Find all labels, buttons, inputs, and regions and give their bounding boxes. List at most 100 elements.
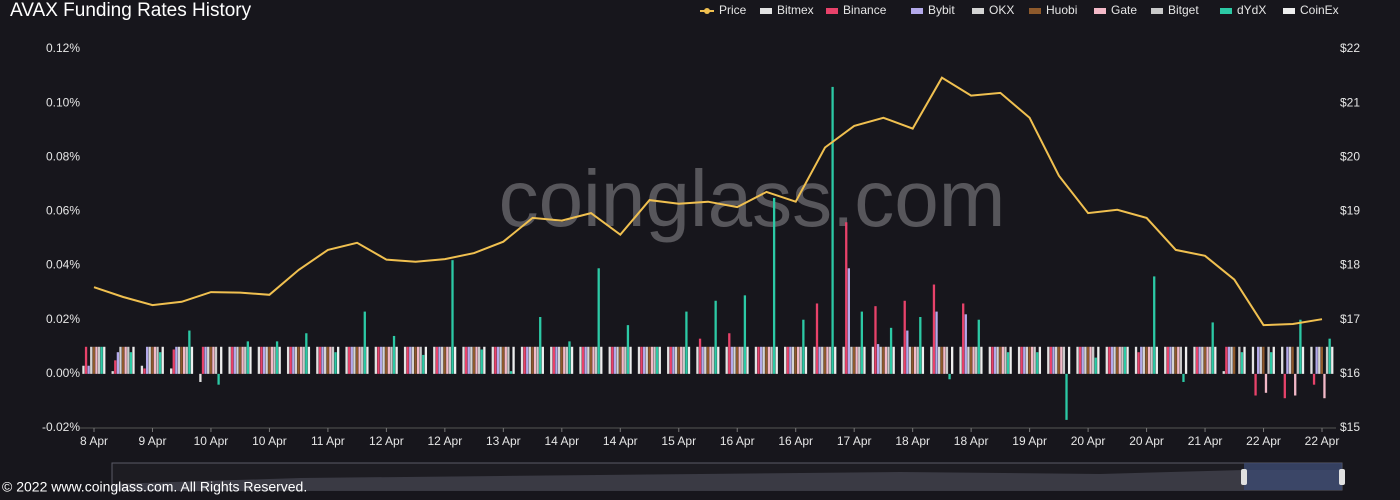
bar bbox=[148, 346, 151, 374]
bar bbox=[821, 346, 824, 374]
bar bbox=[385, 346, 388, 374]
legend-swatch bbox=[1094, 8, 1106, 14]
bar bbox=[467, 346, 470, 374]
bar bbox=[1142, 346, 1145, 374]
bar bbox=[847, 268, 850, 374]
bar bbox=[932, 284, 936, 374]
bar bbox=[1065, 373, 1068, 420]
bar bbox=[453, 346, 457, 374]
bar bbox=[1137, 352, 1140, 374]
bar bbox=[714, 300, 717, 374]
bar bbox=[90, 346, 93, 374]
bar bbox=[502, 346, 505, 374]
bar bbox=[116, 352, 120, 374]
bar bbox=[754, 346, 758, 374]
x-tick-label: 19 Apr bbox=[1012, 434, 1047, 448]
bar bbox=[97, 346, 101, 374]
legend-item[interactable]: Price bbox=[700, 3, 747, 17]
bar bbox=[951, 346, 954, 374]
bar bbox=[677, 346, 680, 374]
bar bbox=[422, 354, 425, 374]
legend-label: Binance bbox=[843, 3, 887, 17]
y-tick-label: 0.08% bbox=[46, 149, 80, 163]
slider-window[interactable] bbox=[1244, 463, 1342, 490]
bar bbox=[1020, 346, 1023, 374]
bar bbox=[860, 311, 863, 374]
bar bbox=[1238, 346, 1241, 374]
bar bbox=[1310, 346, 1313, 374]
bar bbox=[1028, 346, 1031, 374]
x-tick-label: 12 Apr bbox=[428, 434, 463, 448]
bar bbox=[1174, 346, 1177, 374]
bar bbox=[908, 346, 912, 374]
bar bbox=[533, 346, 537, 374]
bar bbox=[292, 346, 295, 374]
bar bbox=[669, 346, 672, 374]
legend-swatch bbox=[1220, 8, 1232, 14]
bar bbox=[121, 346, 125, 374]
x-tick-label: 10 Apr bbox=[194, 434, 229, 448]
bar bbox=[842, 346, 845, 374]
bar bbox=[270, 346, 274, 374]
bar bbox=[302, 346, 305, 374]
slider-handle[interactable] bbox=[1241, 469, 1247, 485]
legend-item[interactable]: Bitmex bbox=[760, 3, 814, 17]
legend-swatch bbox=[760, 8, 772, 14]
bar bbox=[1030, 346, 1034, 374]
x-tick-label: 16 Apr bbox=[720, 434, 755, 448]
bar bbox=[443, 346, 446, 374]
bar bbox=[1147, 346, 1151, 374]
bar bbox=[1195, 346, 1199, 374]
bar bbox=[637, 346, 641, 374]
bar bbox=[199, 373, 202, 382]
slider-handle[interactable] bbox=[1339, 469, 1345, 485]
bar bbox=[557, 346, 561, 374]
bar bbox=[244, 346, 247, 374]
bar bbox=[959, 346, 962, 374]
bar bbox=[233, 346, 236, 374]
bar bbox=[114, 360, 117, 374]
bar bbox=[1121, 346, 1124, 374]
legend-item[interactable]: Gate bbox=[1094, 3, 1137, 17]
bar bbox=[414, 346, 417, 374]
bar bbox=[1227, 346, 1231, 374]
zoom-slider[interactable] bbox=[111, 462, 1345, 491]
legend-item[interactable]: CoinEx bbox=[1283, 3, 1339, 17]
bar bbox=[526, 346, 529, 374]
bar bbox=[991, 346, 994, 374]
bar bbox=[629, 346, 632, 374]
bar bbox=[550, 346, 553, 374]
bar bbox=[791, 346, 795, 374]
bar bbox=[1301, 346, 1305, 374]
legend-item[interactable]: Binance bbox=[826, 3, 887, 17]
bar bbox=[265, 346, 268, 374]
bar bbox=[1193, 346, 1196, 374]
bar bbox=[1062, 346, 1066, 374]
bar bbox=[153, 346, 157, 374]
legend-item[interactable]: OKX bbox=[972, 3, 1014, 17]
bar bbox=[834, 346, 837, 374]
bar bbox=[528, 346, 531, 374]
legend-item[interactable]: dYdX bbox=[1220, 3, 1266, 17]
bar bbox=[246, 341, 249, 374]
bar bbox=[1296, 346, 1299, 374]
bar bbox=[608, 346, 611, 374]
bar bbox=[275, 341, 279, 374]
legend-item[interactable]: Huobi bbox=[1029, 3, 1077, 17]
bar bbox=[1086, 346, 1090, 374]
x-tick-label: 17 Apr bbox=[837, 434, 872, 448]
bar bbox=[307, 346, 311, 374]
bar bbox=[477, 346, 481, 374]
bar bbox=[536, 346, 539, 374]
bar bbox=[177, 346, 181, 374]
bar bbox=[1126, 346, 1129, 374]
bar bbox=[786, 346, 789, 374]
bar bbox=[594, 346, 598, 374]
bar bbox=[1052, 346, 1055, 374]
bar bbox=[658, 346, 661, 374]
y-tick-label: -0.02% bbox=[42, 420, 80, 434]
legend-item[interactable]: Bitget bbox=[1151, 3, 1199, 17]
bar bbox=[701, 346, 704, 374]
legend-item[interactable]: Bybit bbox=[911, 3, 955, 17]
bar bbox=[1006, 352, 1010, 374]
